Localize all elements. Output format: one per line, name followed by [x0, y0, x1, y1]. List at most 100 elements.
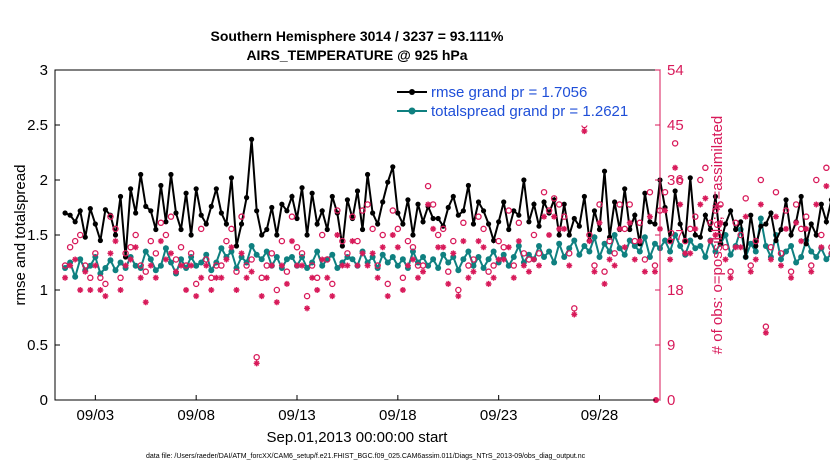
totalspread-point [576, 251, 583, 258]
obs-assimilated-point [737, 244, 744, 251]
rmse-point [309, 190, 315, 196]
rmse-point [521, 177, 527, 183]
totalspread-point [72, 273, 79, 280]
obs-possible-point [238, 213, 245, 220]
obs-assimilated-point [107, 250, 114, 257]
right-y-tick-label: 54 [667, 62, 684, 79]
rmse-point [642, 190, 648, 196]
obs-assimilated-point [374, 274, 381, 281]
totalspread-point [762, 243, 769, 249]
obs-assimilated-point [369, 250, 376, 257]
obs-possible-point [288, 213, 296, 220]
obs-assimilated-point [299, 262, 306, 269]
rmse-point [687, 175, 693, 181]
left-y-tick-label: 2 [40, 172, 48, 189]
totalspread-point [107, 257, 114, 264]
obs-assimilated-point [662, 207, 669, 214]
rmse-point [491, 237, 497, 244]
totalspread-point [662, 237, 669, 244]
totalspread-point [157, 262, 164, 269]
obs-assimilated-point [778, 262, 784, 269]
obs-assimilated-point [379, 244, 386, 251]
obs-possible-point [802, 213, 810, 220]
obs-possible-point [374, 262, 381, 269]
x-tick-label: 09/18 [379, 407, 417, 424]
totalspread-point [536, 243, 542, 249]
obs-possible-point [485, 268, 492, 275]
rmse-point [823, 219, 829, 225]
rmse-point [707, 226, 714, 233]
data-file-footer: data file: /Users/raeder/DAI/ATM_forcXX/… [146, 453, 586, 460]
rmse-point [405, 197, 411, 203]
totalspread-point [621, 251, 628, 258]
rmse-point [324, 226, 330, 233]
obs-possible-point [339, 237, 346, 245]
rmse-point [102, 207, 109, 213]
obs-possible-point [586, 231, 593, 239]
obs-assimilated-point [581, 128, 588, 135]
totalspread-point [788, 243, 795, 249]
obs-assimilated-point [460, 238, 467, 245]
rmse-point [390, 164, 396, 170]
obs-possible-point [354, 237, 361, 245]
rmse-point [233, 243, 240, 249]
obs-assimilated-point [359, 250, 366, 257]
obs-possible-point [439, 225, 447, 233]
obs-possible-point [434, 231, 442, 239]
obs-possible-point [97, 274, 104, 282]
obs-assimilated-point [475, 238, 482, 245]
totalspread-point [399, 256, 406, 263]
obs-possible-point [792, 201, 800, 208]
rmse-point [455, 212, 461, 218]
rmse-point [153, 226, 159, 233]
rmse-point [249, 136, 255, 142]
obs-assimilated-point [344, 262, 351, 269]
obs-assimilated-point [157, 238, 164, 245]
totalspread-series [62, 215, 830, 281]
obs-assimilated-point [465, 274, 472, 281]
obs-assimilated-point [72, 256, 79, 263]
rmse-point [415, 201, 421, 207]
obs-assimilated-point [722, 256, 729, 263]
obs-possible-point [132, 231, 139, 239]
x-tick-label: 09/28 [581, 407, 619, 424]
totalspread-point [384, 259, 391, 266]
obs-possible-point [308, 262, 316, 269]
obs-possible-point [162, 231, 170, 239]
totalspread-point [112, 267, 119, 274]
obs-assimilated-point [505, 244, 512, 251]
obs-assimilated-point [253, 360, 260, 367]
totalspread-point [697, 243, 704, 249]
obs-assimilated-point [757, 201, 764, 208]
right-y-tick-label: 9 [667, 337, 675, 354]
obs-possible-point [117, 274, 124, 282]
rmse-point [158, 182, 164, 189]
legend: rmse grand pr = 1.7056 totalspread grand… [392, 76, 649, 126]
left-y-tick-label: 2.5 [27, 117, 48, 134]
obs-possible-point [510, 262, 518, 269]
rmse-point [188, 232, 194, 238]
totalspread-point [203, 251, 210, 258]
obs-assimilated-point [641, 268, 648, 275]
obs-assimilated-point [677, 201, 684, 208]
obs-assimilated-point [415, 274, 421, 281]
totalspread-point [228, 248, 235, 255]
rmse-point [470, 221, 477, 227]
left-y-axis-label: rmse and totalspread [12, 165, 29, 306]
obs-assimilated-point [520, 262, 527, 269]
rmse-point [622, 186, 628, 192]
rmse-point [380, 199, 386, 205]
obs-assimilated-point [268, 262, 275, 269]
obs-assimilated-point [591, 268, 598, 275]
obs-assimilated-point [173, 268, 179, 275]
totalspread-point [677, 243, 684, 249]
rmse-point [677, 221, 683, 227]
obs-assimilated-point [470, 268, 477, 275]
obs-assimilated-point [712, 232, 719, 238]
rmse-point [672, 188, 678, 194]
obs-possible-point [500, 243, 507, 251]
totalspread-point [571, 237, 578, 244]
rmse-point [359, 226, 366, 233]
obs-assimilated-point [263, 274, 270, 281]
rmse-point [329, 193, 335, 200]
